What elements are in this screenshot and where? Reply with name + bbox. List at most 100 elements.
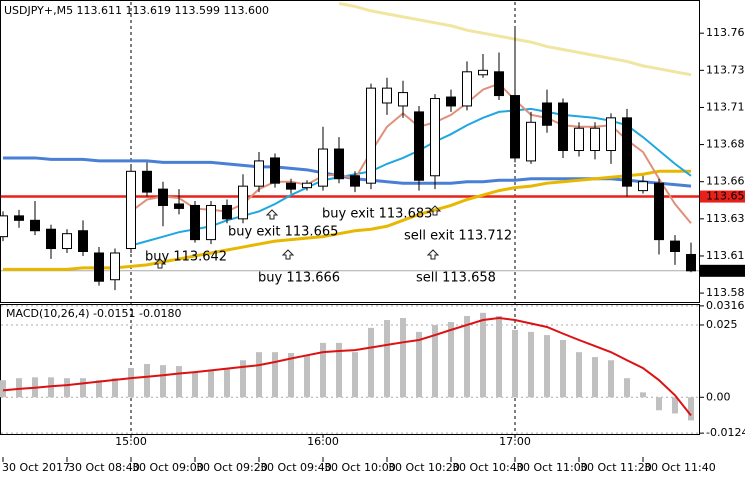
candle-body — [286, 182, 296, 190]
arrow — [281, 249, 295, 260]
macd-bar — [256, 352, 262, 398]
x-tick-label: 30 Oct 10:20 — [388, 461, 460, 474]
candle-body — [350, 175, 360, 187]
x-tick-label: 16:00 — [307, 435, 339, 448]
candle-body — [462, 71, 472, 107]
candle-body — [158, 188, 168, 206]
macd-pane-frame — [0, 304, 700, 435]
macd-bar — [112, 378, 118, 398]
x-tick-label: 30 Oct 10:00 — [324, 461, 396, 474]
y-tick-label: 113.735 — [706, 63, 745, 76]
macd-bar — [400, 318, 406, 398]
macd-bar — [224, 369, 230, 398]
x-tick-label: 30 Oct 11:40 — [644, 461, 716, 474]
candle-body — [110, 252, 120, 281]
price-label: 113.650 — [706, 190, 745, 203]
candle-body — [686, 253, 696, 272]
candle-body — [334, 148, 344, 180]
macd-bar — [384, 320, 390, 398]
y-tick-label: 113.760 — [706, 26, 745, 39]
y-tick-label: 0.0316 — [706, 299, 745, 312]
x-tick-label: 30 Oct 11:00 — [516, 461, 588, 474]
candle-body — [446, 96, 456, 107]
y-tick-label: 113.585 — [706, 286, 745, 299]
x-tick-label: 17:00 — [499, 435, 531, 448]
candle-body — [126, 170, 136, 250]
candle-body — [174, 203, 184, 209]
x-tick-label: 15:00 — [115, 435, 147, 448]
macd-bar — [96, 380, 102, 398]
macd-bar — [352, 352, 358, 398]
candle-body — [430, 98, 440, 177]
candle-body — [206, 204, 216, 241]
y-tick-label: 0.00 — [706, 390, 731, 403]
macd-bar — [16, 378, 22, 398]
macd-bar — [496, 315, 502, 398]
annotation: buy 113.666 — [258, 271, 340, 286]
trade-arrows — [153, 205, 442, 269]
candle-body — [142, 170, 152, 193]
candle-body — [654, 182, 664, 241]
macd-bar — [0, 380, 6, 398]
x-tick-label: 30 Oct 09:40 — [260, 461, 332, 474]
macd-bar — [432, 324, 438, 398]
candle-body — [590, 127, 600, 152]
candle-body — [398, 92, 408, 107]
macd-bar — [448, 322, 454, 398]
x-tick-label: 30 Oct 09:00 — [132, 461, 204, 474]
x-tick-label: 30 Oct 11:20 — [580, 461, 652, 474]
macd-bar — [80, 378, 86, 398]
macd-bar — [592, 357, 598, 398]
candle-body — [318, 148, 328, 187]
candle-body — [622, 117, 632, 187]
candle-body — [62, 233, 72, 250]
y-tick-label: 113.685 — [706, 138, 745, 151]
candle-body — [238, 185, 248, 220]
candle-body — [638, 181, 648, 192]
candle-body — [222, 204, 232, 220]
annotation: buy 113.642 — [145, 250, 227, 265]
macd-bar — [416, 331, 422, 398]
arrow — [426, 249, 440, 260]
candle-body — [366, 87, 376, 184]
y-tick-label: 113.610 — [706, 249, 745, 262]
macd-bar — [304, 355, 310, 398]
macd-bar — [48, 377, 54, 398]
arrow — [153, 258, 167, 269]
candle-body — [78, 230, 88, 253]
annotation: sell exit 113.712 — [404, 229, 512, 244]
signal-line — [2, 317, 692, 417]
y-tick-label: -0.0124 — [706, 426, 745, 439]
candle-body — [670, 240, 680, 253]
macd-bar — [272, 352, 278, 398]
candle-body — [94, 252, 104, 282]
arrow — [265, 209, 279, 220]
arrow — [428, 205, 442, 216]
x-tick-label: 30 Oct 2017 — [2, 461, 70, 474]
y-tick-label: 113.710 — [706, 100, 745, 113]
macd-bar — [208, 370, 214, 398]
x-tick-label: 30 Oct 10:40 — [452, 461, 524, 474]
x-tick-label: 30 Oct 09:20 — [196, 461, 268, 474]
macd-bar — [240, 360, 246, 398]
y-tick-label: 113.635 — [706, 212, 745, 225]
macd-bar — [128, 368, 134, 398]
annotation: buy exit 113.665 — [228, 225, 338, 240]
candle-body — [606, 117, 616, 152]
macd-bar — [528, 331, 534, 398]
annotation: buy exit 113.683 — [322, 207, 432, 222]
macd-bar — [640, 392, 646, 398]
candle-body — [190, 204, 200, 241]
candle-body — [46, 228, 56, 250]
macd-title: MACD(10,26,4) -0.0151 -0.0180 — [6, 307, 181, 320]
price-label-box — [700, 190, 745, 203]
macd-bar — [368, 327, 374, 398]
candle-body — [30, 219, 40, 232]
macd-bar — [320, 342, 326, 398]
candle-body — [414, 111, 424, 181]
candle-body — [526, 121, 536, 162]
x-tick-label: 30 Oct 08:40 — [68, 461, 140, 474]
candle-body — [270, 157, 280, 184]
